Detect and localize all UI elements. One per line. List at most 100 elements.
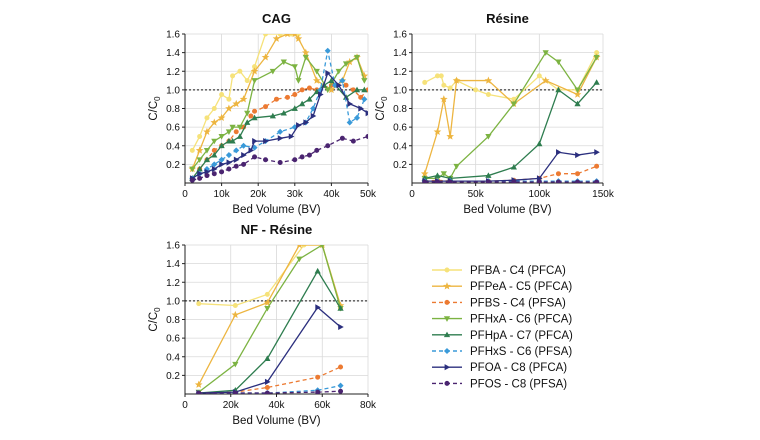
resine-y-tick-label: 0.6 (393, 123, 407, 134)
nf-resine-x-tick-label: 0 (182, 400, 188, 411)
cag-chart: 0 10k 20k 30k 40k 50k 0.2 0.4 0.6 0.8 1.0 1.2 1.4 1.6… (148, 11, 377, 216)
cag-point-pfhxa (335, 68, 342, 75)
cag-point-pfba (277, 34, 283, 37)
resine-point-pfhxa (510, 101, 517, 108)
cag-y-tick-label: 1.2 (166, 67, 180, 78)
cag-point-pfos (233, 163, 239, 169)
cag-line-pfoa (191, 71, 368, 179)
cag-point-pfhxs (361, 96, 368, 103)
resine-point-pfhpa (536, 140, 543, 147)
cag-point-pfpea (217, 113, 226, 122)
resine-y-label-sub: 0 (380, 96, 389, 101)
cag-point-pfbs (252, 108, 258, 114)
nf-resine-series-pfoa (196, 304, 344, 394)
nf-resine-point-pfba (264, 291, 270, 297)
legend-box (423, 257, 595, 389)
resine-point-pfpea (440, 95, 448, 103)
nf-resine-point-pfos (196, 390, 202, 394)
cag-x-tick-label: 20k (250, 189, 267, 200)
cag-point-pfoa (248, 147, 255, 154)
resine-point-pfhxa (440, 171, 447, 177)
cag-point-pfhxs (339, 77, 346, 84)
cag-point-pfhxs (233, 147, 240, 154)
cag-point-pfhxa (211, 138, 218, 145)
resine-point-pfhxa (542, 50, 549, 56)
cag-point-pfbs (248, 113, 254, 119)
cag-point-pfos (197, 175, 203, 181)
cag-point-pfpea (239, 95, 248, 103)
resine-x-label: Bed Volume (BV) (463, 204, 551, 216)
cag-point-pfhxa (313, 68, 320, 75)
resine-point-pfpea (452, 76, 461, 84)
cag-point-pfhxs (277, 128, 284, 135)
cag-point-pfhpa (211, 151, 218, 158)
cag-point-pfhxs (218, 156, 225, 163)
resine-point-pfba (473, 87, 479, 93)
cag-point-pfhxa (244, 110, 251, 117)
cag-point-pfhxs (353, 114, 361, 121)
cag-point-pfpea (301, 48, 310, 56)
cag-y-label-sub: 0 (153, 96, 162, 101)
resine-point-pfhpa (555, 86, 562, 93)
cag-point-pfba (237, 68, 243, 74)
legend-label-pfbs: PFBS - C4 (PFSA) (470, 297, 566, 309)
resine-point-pfos (575, 179, 581, 183)
cag-point-pfos (292, 157, 298, 163)
cag-point-pfba (263, 34, 269, 37)
cag-point-pfba (189, 147, 195, 153)
cag-point-pfoa (310, 112, 317, 120)
nf-resine-point-pfhxa (232, 361, 239, 368)
cag-point-pfhxa (324, 87, 331, 94)
cag-point-pfhxa (225, 129, 233, 135)
cag-point-pfba (211, 106, 217, 112)
cag-point-pfbs (263, 104, 269, 110)
cag-point-pfoa (336, 82, 342, 89)
cag-point-pfoa (233, 156, 240, 163)
cag-point-pfhpa (280, 109, 287, 116)
resine-point-pfba (536, 73, 542, 79)
cag-point-pfoa (226, 159, 233, 166)
resine-series-pfhxa (421, 50, 600, 182)
nf-resine-y-tick-label: 1.2 (166, 278, 180, 289)
cag-point-pfos (252, 154, 258, 160)
nf-resine-point-pfpea (297, 245, 302, 249)
resine-point-pfhpa (574, 100, 581, 107)
nf-resine-series-pfbs (196, 364, 344, 394)
cag-point-pfbs (284, 94, 290, 100)
cag-point-pfba (219, 92, 225, 98)
nf-resine-title: NF - Résine (241, 222, 313, 237)
legend-item-pfos: PFOS - C8 (PFSA) (432, 378, 567, 390)
nf-resine-point-pfos (264, 390, 270, 394)
cag-point-pfbs (343, 82, 349, 88)
cag-point-pfos (204, 173, 210, 179)
cag-series-pfos (189, 133, 368, 183)
resine-point-pfhpa (485, 172, 492, 178)
resine-point-pfhpa (434, 172, 441, 178)
cag-point-pfpea (285, 34, 290, 38)
resine-point-pfba (422, 79, 428, 85)
legend-marker-pfhxa (443, 316, 451, 322)
cag-point-pfoa (347, 100, 353, 107)
resine-point-pfbs (575, 171, 581, 177)
cag-point-pfoa (288, 133, 295, 140)
cag-point-pfos (241, 161, 247, 167)
resine-point-pfos (434, 179, 440, 183)
resine-point-pfpea (573, 90, 582, 98)
legend: PFBA - C4 (PFCA) PFPeA - C5 (PFCA) PFBS - … (423, 257, 595, 390)
cag-y-tick-label: 1.0 (166, 85, 180, 96)
cag-point-pfhxs (225, 152, 232, 159)
resine-title: Résine (486, 11, 529, 26)
cag-point-pfoa (318, 91, 324, 98)
cag-point-pfos (219, 169, 225, 175)
resine-y-tick-label: 0.8 (393, 104, 407, 115)
legend-marker-pfba (444, 267, 450, 273)
cag-point-pfbs (233, 129, 239, 135)
nf-resine-y-tick-label: 1.4 (166, 259, 180, 270)
cag-point-pfbs (306, 85, 312, 91)
resine-point-pfhxa (593, 54, 600, 61)
cag-point-pfpea (203, 127, 211, 136)
resine-point-pfba (438, 73, 444, 79)
nf-resine-series-group (194, 245, 345, 394)
nf-resine-x-tick-label: 40k (268, 400, 285, 411)
cag-point-pfoa (277, 135, 284, 142)
